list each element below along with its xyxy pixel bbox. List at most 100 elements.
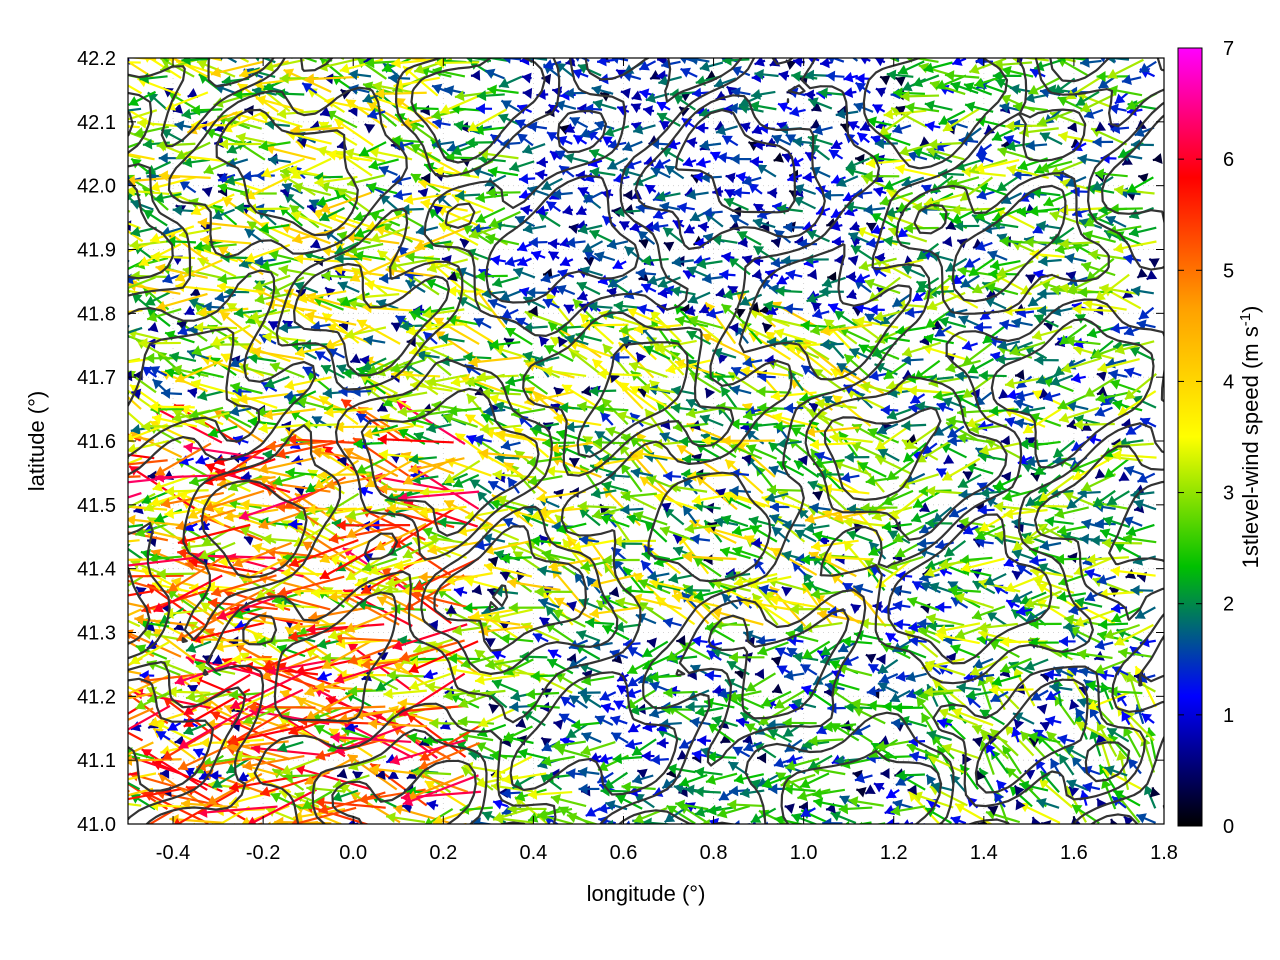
wind-arrow-shaft [774, 823, 779, 824]
wind-arrow-head [774, 814, 785, 824]
wind-arrow-head [695, 806, 706, 818]
wind-arrow [950, 815, 967, 824]
wind-arrow-head [496, 823, 498, 824]
wind-arrow [704, 670, 722, 682]
wind-arrow [941, 743, 982, 760]
wind-arrow-head [1031, 817, 1042, 824]
wind-arrow-head [757, 752, 767, 764]
wind-arrow-head [537, 565, 548, 577]
wind-arrow-head [1039, 779, 1050, 790]
wind-arrow [631, 738, 657, 757]
wind-arrow-head [1041, 820, 1052, 824]
wind-arrow-shaft [294, 766, 371, 791]
wind-arrow-head [457, 716, 468, 728]
wind-arrow-shaft [128, 473, 131, 477]
wind-arrow [993, 792, 1006, 808]
wind-arrow [971, 605, 1006, 621]
wind-arrow [935, 601, 952, 613]
wind-arrow-head [578, 783, 588, 795]
wind-arrow-head [80, 596, 90, 607]
wind-arrow-head [173, 818, 181, 824]
wind-arrow-head [1149, 787, 1161, 798]
wind-arrow [920, 712, 941, 744]
wind-arrow-head [339, 784, 351, 794]
wind-arrow-head [267, 821, 271, 824]
wind-arrow [527, 788, 573, 800]
wind-arrow-head [99, 672, 110, 682]
wind-arrow-head [108, 771, 119, 780]
wind-arrow [254, 822, 263, 824]
wind-arrow [690, 533, 711, 545]
wind-arrow-head [720, 546, 731, 558]
wind-arrow-head [53, 683, 63, 693]
wind-arrow-head [830, 811, 842, 822]
wind-arrow-shaft [128, 802, 142, 807]
wind-arrow [488, 703, 500, 714]
wind-arrow [753, 558, 766, 575]
wind-arrow-shaft [410, 465, 480, 510]
wind-arrow-shaft [128, 539, 140, 543]
wind-arrow [694, 786, 721, 798]
wind-arrow [471, 584, 482, 596]
wind-arrow-head [891, 717, 901, 729]
wind-arrow-head [697, 735, 707, 747]
wind-arrow-head [133, 830, 143, 840]
wind-arrow-head [784, 803, 795, 814]
wind-arrow [928, 582, 953, 594]
wind-arrow-head [903, 819, 910, 824]
wind-arrow [771, 656, 782, 667]
wind-arrow-head [800, 807, 812, 817]
wind-arrow-head [337, 768, 348, 779]
wind-arrow [1149, 787, 1161, 798]
wind-arrow-shaft [169, 817, 224, 824]
wind-arrow [873, 782, 885, 793]
wind-arrow-head [882, 701, 892, 713]
wind-arrow-head [96, 726, 106, 736]
wind-arrow [864, 784, 876, 795]
wind-arrow-head [1118, 647, 1128, 659]
wind-arrow [1036, 703, 1048, 715]
wind-arrow-head [62, 573, 71, 584]
wind-arrow-head [84, 843, 94, 853]
wind-arrow-head [955, 803, 966, 814]
wind-arrow [385, 812, 426, 824]
wind-arrow [757, 752, 767, 764]
wind-arrow [501, 772, 547, 785]
wind-arrow-head [515, 790, 526, 802]
wind-arrow-head [615, 794, 627, 805]
wind-arrow-head [856, 787, 867, 798]
wind-arrow [473, 823, 478, 824]
wind-arrow-head [97, 593, 107, 604]
wind-arrow-head [432, 814, 443, 824]
wind-arrow-head [671, 592, 682, 604]
wind-arrow-head [664, 812, 676, 823]
wind-arrow-head [68, 529, 78, 540]
wind-arrow-head [68, 826, 78, 837]
wind-arrow-head [881, 521, 892, 533]
wind-arrow-head [117, 501, 126, 512]
wind-arrow [905, 671, 927, 683]
wind-arrow-head [748, 515, 759, 527]
wind-arrow-head [585, 806, 597, 817]
wind-arrow [850, 603, 862, 614]
wind-arrow-head [591, 508, 603, 520]
wind-arrow [640, 559, 655, 575]
wind-arrow-head [1094, 518, 1104, 530]
wind-arrow [128, 671, 129, 674]
wind-arrow-head [453, 586, 465, 598]
wind-arrow-head [656, 737, 667, 749]
wind-arrow [734, 820, 751, 824]
wind-arrow [813, 797, 844, 809]
wind-arrow-head [1116, 750, 1127, 761]
wind-arrow-head [781, 586, 793, 597]
wind-arrow-head [270, 792, 282, 803]
wind-arrow-head [315, 796, 325, 808]
wind-arrow [317, 670, 333, 682]
wind-arrow [575, 629, 601, 642]
wind-arrow-shaft [315, 800, 386, 809]
wind-arrow [845, 820, 872, 824]
wind-arrow-head [1123, 816, 1135, 824]
wind-arrow [232, 823, 236, 824]
wind-arrow [477, 706, 519, 728]
wind-arrow [893, 618, 911, 630]
